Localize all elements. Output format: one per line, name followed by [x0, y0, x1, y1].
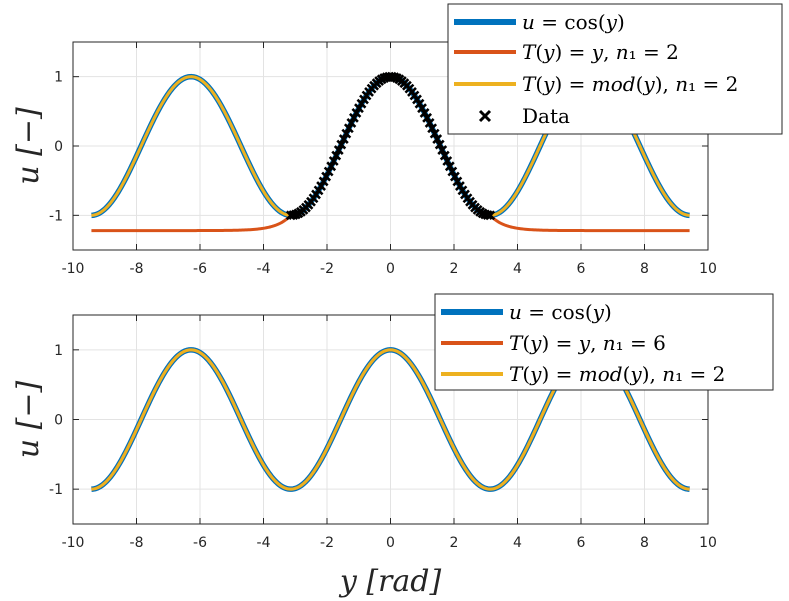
data-point: [427, 123, 438, 134]
data-point: [447, 166, 458, 177]
x-tick-label: -2: [320, 261, 334, 277]
y-tick-label: -1: [49, 482, 63, 498]
data-point: [338, 134, 349, 144]
data-point: [333, 145, 344, 155]
data-point: [346, 118, 357, 128]
x-tick-label: 2: [450, 261, 459, 277]
x-tick-label: -10: [62, 261, 85, 277]
data-point: [437, 145, 448, 155]
data-point: [424, 118, 435, 128]
x-tick-label: -4: [257, 535, 271, 551]
data-point: [326, 161, 337, 172]
data-point: [321, 171, 332, 182]
data-point: [449, 171, 460, 182]
data-point: [351, 107, 362, 118]
x-tick-label: -8: [130, 261, 144, 277]
x-tick-label: 4: [513, 535, 522, 551]
x-tick-label: 8: [640, 261, 649, 277]
data-point: [348, 112, 359, 123]
legend-box: [447, 3, 783, 135]
x-tick-label: 10: [699, 535, 717, 551]
y-tick-label: 0: [54, 139, 63, 155]
data-point: [323, 166, 334, 177]
x-tick-label: -8: [130, 535, 144, 551]
x-tick-label: -6: [193, 535, 207, 551]
legend-label: u = cos(y): [509, 300, 612, 324]
data-point: [419, 107, 430, 118]
legend-label: T(y) = mod(y), n₁ = 2: [509, 362, 725, 386]
data-point: [417, 103, 427, 114]
data-point: [331, 150, 342, 161]
legend-label: T(y) = y, n₁ = 2: [522, 40, 679, 64]
x-axis-label: y [rad]: [338, 564, 442, 599]
x-tick-label: 6: [577, 261, 586, 277]
x-tick-label: 10: [699, 261, 717, 277]
legend-label: T(y) = y, n₁ = 6: [509, 331, 666, 355]
x-tick-label: 6: [577, 535, 586, 551]
legend: u = cos(y) T(y) = y, n₁ = 6 T(y) = mod(y),…: [434, 293, 774, 391]
x-tick-label: -2: [320, 535, 334, 551]
y-tick-label: 1: [54, 70, 63, 86]
x-tick-label: 8: [640, 535, 649, 551]
y-tick-label: 0: [54, 413, 63, 429]
x-tick-label: 0: [386, 535, 395, 551]
data-point: [439, 150, 450, 161]
legend-marker: [478, 109, 492, 123]
legend-label: u = cos(y): [522, 10, 625, 34]
data-point: [343, 123, 354, 134]
legend-label: Data: [522, 104, 570, 128]
data-point: [434, 139, 445, 150]
data-point: [432, 134, 443, 144]
data-point: [341, 128, 352, 139]
x-tick-label: -6: [193, 261, 207, 277]
y-axis-label: u [−]: [11, 107, 46, 185]
data-markers: [285, 71, 496, 221]
legend-label: T(y) = mod(y), n₁ = 2: [522, 72, 738, 96]
data-point: [328, 156, 339, 166]
data-point: [444, 161, 455, 172]
data-point: [429, 128, 440, 139]
data-point: [422, 112, 433, 123]
data-point: [482, 210, 493, 221]
x-tick-label: 2: [450, 535, 459, 551]
data-point: [485, 210, 496, 221]
x-tick-label: -10: [62, 535, 85, 551]
legend: u = cos(y) T(y) = y, n₁ = 2 T(y) = mod(y),…: [447, 3, 783, 135]
y-axis-label: u [−]: [11, 381, 46, 459]
y-tick-label: -1: [49, 208, 63, 224]
data-point: [442, 156, 453, 166]
y-tick-label: 1: [54, 343, 63, 359]
data-point: [336, 139, 347, 150]
x-tick-label: 0: [386, 261, 395, 277]
x-tick-label: 4: [513, 261, 522, 277]
x-tick-label: -4: [257, 261, 271, 277]
data-point: [318, 176, 329, 187]
